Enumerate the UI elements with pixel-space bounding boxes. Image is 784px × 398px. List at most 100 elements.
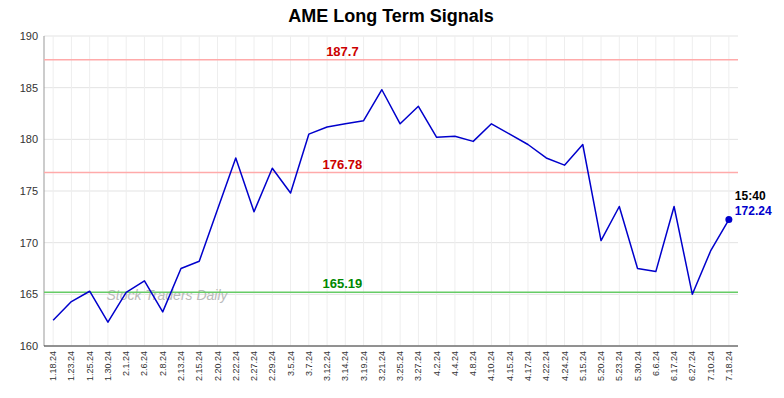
reference-line-label: 187.7	[326, 44, 359, 59]
y-axis-line	[44, 36, 45, 346]
title: AME Long Term Signals	[288, 6, 494, 26]
price-line	[53, 90, 729, 323]
grid-line-x	[509, 36, 510, 346]
grid-line-x	[674, 36, 675, 346]
grid-line-x	[381, 36, 382, 346]
x-tick-label: 6.27.24	[687, 351, 697, 381]
reference-line	[44, 292, 738, 294]
x-tick-label: 1.18.24	[48, 351, 58, 381]
x-tick-label: 2.29.24	[267, 351, 277, 381]
grid-line-x	[53, 36, 54, 346]
grid-line-x	[728, 36, 729, 346]
grid-line-x	[327, 36, 328, 346]
grid-line-x	[308, 36, 309, 346]
x-tick-label: 2.1.24	[121, 351, 131, 376]
x-tick-label: 2.13.24	[176, 351, 186, 381]
y-tick-label: 190	[20, 30, 38, 42]
grid-line-y	[44, 36, 738, 37]
grid-line-x	[436, 36, 437, 346]
y-tick-label: 170	[20, 237, 38, 249]
x-tick-label: 1.25.24	[85, 351, 95, 381]
x-tick-label: 5.15.24	[578, 351, 588, 381]
grid-line-x	[564, 36, 565, 346]
grid-line-y	[44, 191, 738, 192]
x-tick-label: 4.10.24	[486, 351, 496, 381]
grid-line-x	[363, 36, 364, 346]
x-tick-label: 3.12.24	[322, 351, 332, 381]
grid-line-x	[710, 36, 711, 346]
grid-line-x	[473, 36, 474, 346]
x-tick-label: 4.22.24	[541, 351, 551, 381]
x-tick-label: 3.14.24	[340, 351, 350, 381]
x-tick-label: 7.18.24	[724, 351, 734, 381]
x-tick-label: 7.10.24	[706, 351, 716, 381]
grid-line-x	[71, 36, 72, 346]
x-axis-line	[44, 346, 738, 347]
x-tick-label: 2.20.24	[213, 351, 223, 381]
reference-line	[44, 172, 738, 174]
annotation: 15:40	[735, 189, 766, 203]
reference-line-label: 176.78	[323, 157, 363, 172]
grid-line-y	[44, 139, 738, 140]
grid-line-x	[637, 36, 638, 346]
reference-line	[44, 59, 738, 61]
x-tick-label: 3.21.24	[377, 351, 387, 381]
grid-line-x	[345, 36, 346, 346]
x-tick-label: 3.19.24	[359, 351, 369, 381]
grid-line-x	[655, 36, 656, 346]
x-tick-label: 3.5.24	[286, 351, 296, 376]
x-tick-label: 3.25.24	[395, 351, 405, 381]
x-tick-label: 3.7.24	[304, 351, 314, 376]
grid-line-x	[582, 36, 583, 346]
y-tick-label: 175	[20, 185, 38, 197]
end-price-label: 172.24	[735, 204, 772, 218]
y-tick-label: 185	[20, 82, 38, 94]
grid-line-x	[89, 36, 90, 346]
x-tick-label: 4.17.24	[523, 351, 533, 381]
x-tick-label: 1.23.24	[66, 351, 76, 381]
y-tick-label: 160	[20, 340, 38, 352]
x-tick-label: 1.30.24	[103, 351, 113, 381]
grid-line-x	[454, 36, 455, 346]
y-tick-label: 180	[20, 133, 38, 145]
x-tick-label: 4.8.24	[468, 351, 478, 376]
x-tick-label: 6.17.24	[669, 351, 679, 381]
x-tick-label: 5.20.24	[596, 351, 606, 381]
grid-line-x	[601, 36, 602, 346]
grid-line-y	[44, 87, 738, 88]
labels: 187.7 176.78 165.19 172.2415:40	[323, 44, 772, 292]
grid-line-x	[619, 36, 620, 346]
plot-area	[44, 60, 738, 322]
x-tick-label: 2.6.24	[139, 351, 149, 376]
x-tick-label: 2.15.24	[194, 351, 204, 381]
grid-line-x	[400, 36, 401, 346]
grid-line-x	[254, 36, 255, 346]
x-tick-label: 5.30.24	[633, 351, 643, 381]
x-tick-label: 3.27.24	[413, 351, 423, 381]
x-tick-label: 4.15.24	[505, 351, 515, 381]
grid-line-x	[491, 36, 492, 346]
grid-line-y	[44, 242, 738, 243]
grid-line-x	[418, 36, 419, 346]
grid-line-x	[235, 36, 236, 346]
chart-svg: Stock Traders Daily160165170175180185190…	[0, 0, 784, 398]
x-tick-label: 2.22.24	[231, 351, 241, 381]
grid-line-x	[272, 36, 273, 346]
grid-line-x	[546, 36, 547, 346]
x-tick-label: 6.6.24	[651, 351, 661, 376]
x-tick-label: 2.8.24	[158, 351, 168, 376]
y-tick-label: 165	[20, 288, 38, 300]
axes: 160 165 170 175 180 185 190 1.18.24 1.23.24 1.25.…	[20, 30, 738, 381]
grid-line-x	[692, 36, 693, 346]
end-point	[725, 216, 732, 223]
chart-container: Stock Traders Daily160165170175180185190…	[0, 0, 784, 398]
x-tick-label: 4.4.24	[450, 351, 460, 376]
grid	[44, 36, 738, 346]
reference-line-label: 165.19	[323, 276, 363, 291]
x-tick-label: 4.24.24	[560, 351, 570, 381]
x-tick-label: 4.2.24	[432, 351, 442, 376]
grid-line-x	[527, 36, 528, 346]
grid-line-y	[44, 346, 738, 347]
x-tick-label: 2.27.24	[249, 351, 259, 381]
x-tick-label: 5.23.24	[614, 351, 624, 381]
